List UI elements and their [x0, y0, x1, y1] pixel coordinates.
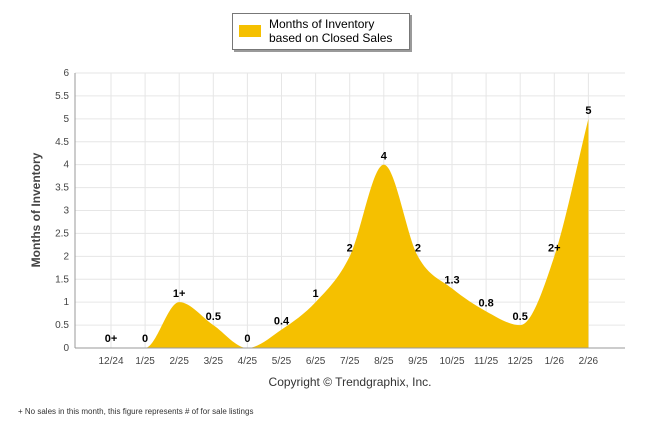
data-label: 2: [415, 242, 421, 254]
y-tick-label: 0: [63, 343, 69, 354]
x-tick-label: 6/25: [306, 356, 326, 367]
y-tick-label: 0.5: [55, 320, 69, 331]
data-label: 0.5: [513, 311, 528, 323]
x-tick-label: 5/25: [272, 356, 292, 367]
copyright-text: Copyright © Trendgraphix, Inc.: [269, 375, 432, 389]
x-tick-label: 8/25: [374, 356, 394, 367]
x-tick-label: 12/25: [508, 356, 533, 367]
data-label: 2+: [548, 242, 561, 254]
y-tick-label: 3.5: [55, 183, 69, 194]
data-label: 0.4: [274, 316, 290, 328]
y-tick-label: 2.5: [55, 228, 69, 239]
legend-label: Months of Inventory based on Closed Sale…: [269, 17, 393, 45]
x-tick-label: 3/25: [204, 356, 224, 367]
legend: Months of Inventory based on Closed Sale…: [232, 13, 410, 50]
y-tick-label: 6: [63, 68, 69, 79]
data-label: 0.5: [206, 311, 221, 323]
y-tick-label: 4: [63, 160, 69, 171]
x-tick-label: 12/24: [98, 356, 123, 367]
data-label: 1: [313, 288, 319, 300]
x-tick-label: 4/25: [238, 356, 258, 367]
x-tick-label: 2/25: [169, 356, 189, 367]
data-label: 5: [585, 105, 591, 117]
data-label: 4: [381, 151, 388, 163]
y-tick-label: 1: [63, 297, 69, 308]
x-tick-label: 1/26: [545, 356, 565, 367]
area-series: [111, 118, 589, 348]
data-label: 0.8: [478, 297, 493, 309]
data-label: 0+: [105, 333, 118, 345]
y-tick-label: 2: [63, 251, 69, 262]
y-tick-label: 3: [63, 206, 69, 217]
x-tick-label: 11/25: [474, 356, 499, 367]
x-tick-label: 9/25: [408, 356, 428, 367]
legend-swatch: [239, 25, 261, 37]
x-tick-labels: 12/24 1/25 2/25 3/25 4/25 5/25 6/25 7/25 8/25 9/2…: [98, 356, 598, 367]
y-tick-label: 5.5: [55, 91, 69, 102]
area-fill: [111, 118, 589, 348]
y-axis-title: Months of Inventory: [29, 152, 43, 267]
footnote-text: + No sales in this month, this figure re…: [18, 407, 253, 416]
y-tick-label: 4.5: [55, 137, 69, 148]
axes: [74, 73, 625, 349]
data-label: 0: [142, 333, 148, 345]
data-label: 0: [244, 333, 250, 345]
y-tick-label: 5: [63, 114, 69, 125]
data-labels: 0+ 0 1+ 0.5 0 0.4 1 2 4 2 1.3 0.8 0.5 2+ 5: [105, 105, 592, 345]
y-tick-labels: 0 0.5 1 1.5 2 2.5 3 3.5 4 4.5 5 5.5 6: [55, 68, 69, 354]
data-label: 2: [347, 242, 353, 254]
x-tick-label: 7/25: [340, 356, 360, 367]
x-tick-label: 1/25: [135, 356, 155, 367]
x-tick-label: 10/25: [439, 356, 464, 367]
data-label: 1.3: [444, 274, 459, 286]
data-label: 1+: [173, 288, 186, 300]
x-tick-label: 2/26: [579, 356, 599, 367]
y-tick-label: 1.5: [55, 274, 69, 285]
